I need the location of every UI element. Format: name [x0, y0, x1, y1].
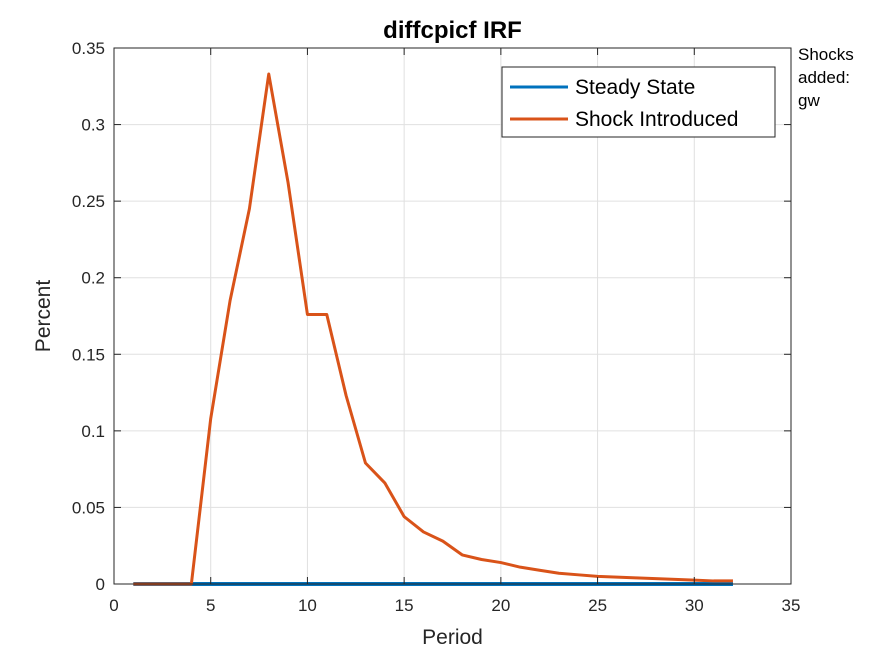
legend-label-steady-state: Steady State: [575, 76, 695, 99]
x-axis-label: Period: [422, 626, 483, 649]
x-tick-label: 5: [206, 596, 215, 615]
y-tick-label: 0.35: [72, 39, 105, 58]
x-tick-label: 35: [782, 596, 801, 615]
y-tick-label: 0.15: [72, 345, 105, 364]
x-tick-label: 10: [298, 596, 317, 615]
y-tick-label: 0.1: [81, 422, 105, 441]
shocks-note-line-1: Shocks: [798, 45, 854, 64]
x-tick-label: 0: [109, 596, 118, 615]
ticks: 0 5 10 15 20 25 30 35 0 0.05 0.1 0.15 0.2 0.25 0.3 0.35: [72, 39, 801, 615]
y-axis-label: Percent: [32, 280, 55, 353]
x-tick-label: 15: [395, 596, 414, 615]
shocks-note: Shocks added: gw: [798, 43, 874, 112]
plot-frame: [113, 47, 792, 585]
x-tick-label: 25: [588, 596, 607, 615]
y-tick-label: 0: [96, 575, 105, 594]
chart-title: diffcpicf IRF: [383, 17, 522, 44]
legend-box: [501, 66, 776, 138]
y-tick-label: 0.25: [72, 192, 105, 211]
shock-introduced-line: [133, 72, 733, 586]
y-tick-label: 0.2: [81, 269, 105, 288]
legend-label-shock-introduced: Shock Introduced: [575, 108, 738, 131]
legend: Steady State Shock Introduced: [501, 66, 776, 138]
y-tick-label: 0.05: [72, 498, 105, 517]
x-tick-label: 30: [685, 596, 704, 615]
shocks-note-line-2: added:: [798, 68, 850, 87]
x-tick-label: 20: [491, 596, 510, 615]
shocks-note-line-3: gw: [798, 91, 820, 110]
y-tick-label: 0.3: [81, 116, 105, 135]
